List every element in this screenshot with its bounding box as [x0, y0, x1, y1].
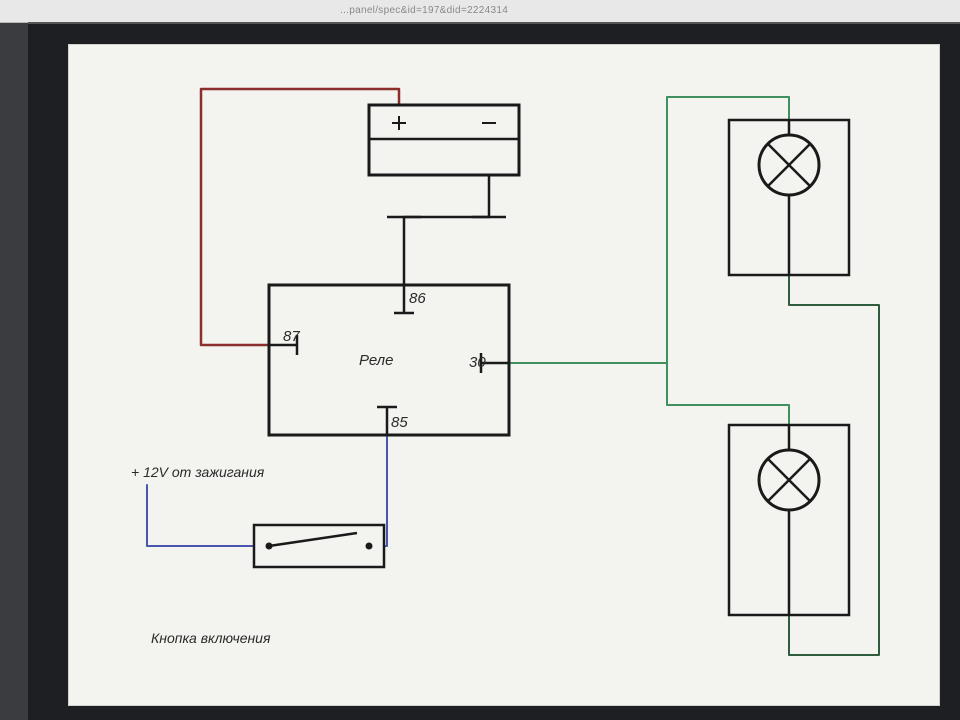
- relay-label: Реле: [359, 352, 393, 369]
- screen: ...panel/spec&id=197&did=2224314 Реле 86 8…: [0, 0, 960, 720]
- browser-url-bar: ...panel/spec&id=197&did=2224314: [0, 0, 960, 23]
- relay-pin-num-85: 85: [391, 414, 408, 431]
- relay-pin-num-87: 87: [283, 328, 300, 345]
- relay-pin-num-86: 86: [409, 290, 426, 307]
- url-fragment: ...panel/spec&id=197&did=2224314: [340, 5, 508, 16]
- wire-black-86-batt: [404, 175, 489, 285]
- switch-term-r: [366, 543, 373, 550]
- wire-green-lamp2: [667, 363, 789, 425]
- wire-blue-ign-switch: [147, 485, 254, 546]
- label-button: Кнопка включения: [151, 630, 271, 646]
- label-ignition: + 12V от зажигания: [131, 464, 265, 480]
- relay-pin-num-30: 30: [469, 354, 486, 371]
- diagram-canvas: Реле 86 87 30 85 + 12V от зажигания Кнопка вкл…: [68, 44, 940, 706]
- app-window: Реле 86 87 30 85 + 12V от зажигания Кнопка вкл…: [28, 22, 960, 720]
- circuit-svg: Реле 86 87 30 85 + 12V от зажигания Кнопка вкл…: [69, 45, 939, 705]
